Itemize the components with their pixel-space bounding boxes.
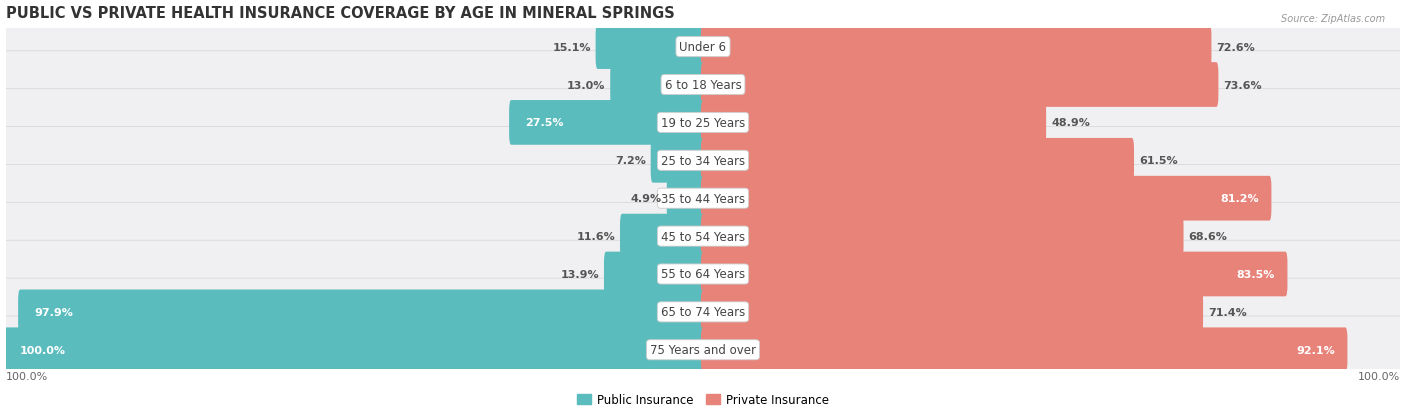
Text: PUBLIC VS PRIVATE HEALTH INSURANCE COVERAGE BY AGE IN MINERAL SPRINGS: PUBLIC VS PRIVATE HEALTH INSURANCE COVER… bbox=[6, 5, 675, 21]
FancyBboxPatch shape bbox=[3, 328, 704, 372]
Text: 92.1%: 92.1% bbox=[1296, 345, 1334, 355]
Text: 19 to 25 Years: 19 to 25 Years bbox=[661, 116, 745, 130]
FancyBboxPatch shape bbox=[702, 63, 1219, 108]
FancyBboxPatch shape bbox=[610, 63, 704, 108]
FancyBboxPatch shape bbox=[1, 14, 1405, 81]
Text: 71.4%: 71.4% bbox=[1208, 307, 1247, 317]
Text: 61.5%: 61.5% bbox=[1139, 156, 1178, 166]
Text: 72.6%: 72.6% bbox=[1216, 43, 1256, 52]
FancyBboxPatch shape bbox=[1, 203, 1405, 270]
FancyBboxPatch shape bbox=[596, 25, 704, 70]
FancyBboxPatch shape bbox=[702, 252, 1288, 297]
Text: 35 to 44 Years: 35 to 44 Years bbox=[661, 192, 745, 205]
FancyBboxPatch shape bbox=[1, 278, 1405, 346]
Legend: Public Insurance, Private Insurance: Public Insurance, Private Insurance bbox=[572, 388, 834, 411]
Text: 65 to 74 Years: 65 to 74 Years bbox=[661, 306, 745, 318]
FancyBboxPatch shape bbox=[702, 176, 1271, 221]
FancyBboxPatch shape bbox=[666, 176, 704, 221]
FancyBboxPatch shape bbox=[1, 241, 1405, 308]
Text: 13.0%: 13.0% bbox=[567, 80, 606, 90]
Text: Source: ZipAtlas.com: Source: ZipAtlas.com bbox=[1281, 14, 1385, 24]
FancyBboxPatch shape bbox=[1, 90, 1405, 157]
Text: 11.6%: 11.6% bbox=[576, 232, 614, 242]
FancyBboxPatch shape bbox=[702, 25, 1212, 70]
Text: 83.5%: 83.5% bbox=[1236, 269, 1275, 279]
Text: 97.9%: 97.9% bbox=[34, 307, 73, 317]
FancyBboxPatch shape bbox=[620, 214, 704, 259]
Text: 100.0%: 100.0% bbox=[6, 371, 48, 381]
Text: 55 to 64 Years: 55 to 64 Years bbox=[661, 268, 745, 281]
FancyBboxPatch shape bbox=[702, 214, 1184, 259]
Text: 48.9%: 48.9% bbox=[1052, 118, 1090, 128]
Text: 6 to 18 Years: 6 to 18 Years bbox=[665, 79, 741, 92]
FancyBboxPatch shape bbox=[1, 165, 1405, 233]
Text: 25 to 34 Years: 25 to 34 Years bbox=[661, 154, 745, 167]
FancyBboxPatch shape bbox=[18, 290, 704, 335]
FancyBboxPatch shape bbox=[651, 139, 704, 183]
FancyBboxPatch shape bbox=[702, 101, 1046, 145]
FancyBboxPatch shape bbox=[1, 127, 1405, 195]
Text: 27.5%: 27.5% bbox=[526, 118, 564, 128]
Text: 68.6%: 68.6% bbox=[1188, 232, 1227, 242]
FancyBboxPatch shape bbox=[509, 101, 704, 145]
Text: 7.2%: 7.2% bbox=[614, 156, 645, 166]
Text: 15.1%: 15.1% bbox=[553, 43, 591, 52]
Text: 100.0%: 100.0% bbox=[20, 345, 66, 355]
FancyBboxPatch shape bbox=[702, 328, 1347, 372]
Text: 45 to 54 Years: 45 to 54 Years bbox=[661, 230, 745, 243]
Text: 75 Years and over: 75 Years and over bbox=[650, 344, 756, 356]
FancyBboxPatch shape bbox=[1, 316, 1405, 384]
FancyBboxPatch shape bbox=[702, 290, 1204, 335]
Text: Under 6: Under 6 bbox=[679, 41, 727, 54]
Text: 4.9%: 4.9% bbox=[631, 194, 662, 204]
FancyBboxPatch shape bbox=[702, 139, 1135, 183]
FancyBboxPatch shape bbox=[605, 252, 704, 297]
FancyBboxPatch shape bbox=[1, 52, 1405, 119]
Text: 13.9%: 13.9% bbox=[561, 269, 599, 279]
Text: 100.0%: 100.0% bbox=[1358, 371, 1400, 381]
Text: 81.2%: 81.2% bbox=[1220, 194, 1258, 204]
Text: 73.6%: 73.6% bbox=[1223, 80, 1263, 90]
